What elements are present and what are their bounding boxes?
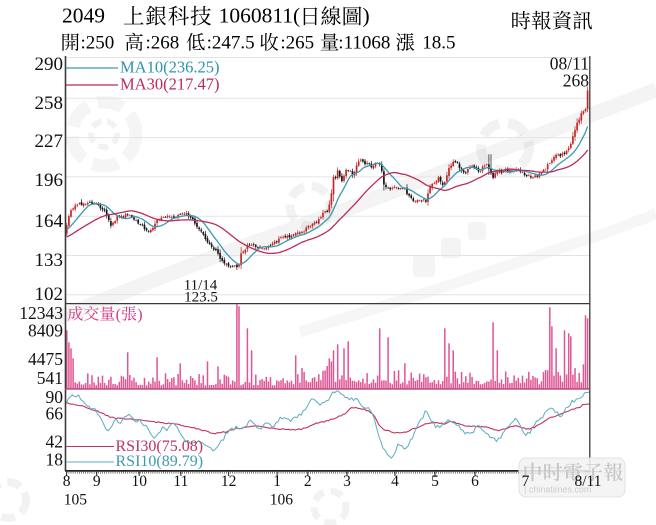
svg-text:4: 4 [391, 473, 399, 490]
svg-text:18: 18 [46, 450, 64, 470]
svg-text:290: 290 [35, 54, 64, 75]
svg-text:9: 9 [93, 473, 101, 490]
svg-text:2049: 2049 [62, 4, 105, 28]
svg-text:1: 1 [273, 473, 281, 490]
svg-text:08/11: 08/11 [550, 53, 589, 73]
svg-text:133: 133 [35, 250, 64, 271]
svg-text:MA10(236.25): MA10(236.25) [120, 58, 219, 77]
svg-text:MA30(217.47): MA30(217.47) [120, 74, 219, 93]
svg-text:| chinatimes.com: | chinatimes.com [524, 485, 591, 495]
svg-text::250: :250 [81, 33, 115, 54]
svg-text:123.5: 123.5 [184, 290, 218, 306]
svg-text::265: :265 [280, 33, 314, 54]
svg-text:3: 3 [343, 473, 351, 490]
svg-text:258: 258 [35, 93, 64, 114]
svg-text:10: 10 [131, 473, 147, 490]
svg-text:164: 164 [35, 211, 64, 232]
svg-text:1060811(: 1060811( [219, 4, 301, 28]
svg-text:196: 196 [35, 170, 64, 191]
svg-text:541: 541 [37, 368, 63, 388]
svg-text:8/11: 8/11 [575, 473, 602, 490]
svg-text::11068: :11068 [338, 33, 390, 54]
svg-text:90: 90 [46, 387, 64, 407]
svg-text:268: 268 [563, 70, 590, 90]
svg-text:11: 11 [173, 473, 188, 490]
svg-text:): ) [363, 4, 370, 28]
svg-text:RSI10(89.79): RSI10(89.79) [116, 453, 204, 470]
svg-text:(: ( [116, 307, 121, 324]
svg-text:18.5: 18.5 [422, 33, 455, 54]
svg-text:8: 8 [63, 473, 71, 490]
svg-text:4475: 4475 [28, 349, 63, 369]
svg-text:66: 66 [46, 403, 64, 423]
svg-text:): ) [137, 307, 142, 324]
svg-text:102: 102 [35, 284, 64, 305]
svg-text:227: 227 [35, 131, 64, 152]
svg-text:106: 106 [270, 492, 294, 509]
svg-text:6: 6 [471, 473, 479, 490]
svg-text:8409: 8409 [28, 320, 63, 340]
svg-text:RSI30(75.08): RSI30(75.08) [116, 438, 204, 455]
svg-text:12343: 12343 [19, 303, 63, 323]
svg-text:105: 105 [64, 492, 88, 509]
svg-text:42: 42 [46, 432, 64, 452]
svg-text:11/14: 11/14 [184, 277, 218, 293]
svg-text:12: 12 [221, 473, 237, 490]
svg-text:5: 5 [431, 473, 439, 490]
svg-text:7: 7 [522, 473, 530, 490]
svg-text:2: 2 [304, 473, 312, 490]
svg-text::247.5: :247.5 [207, 33, 255, 54]
svg-text::268: :268 [146, 33, 180, 54]
